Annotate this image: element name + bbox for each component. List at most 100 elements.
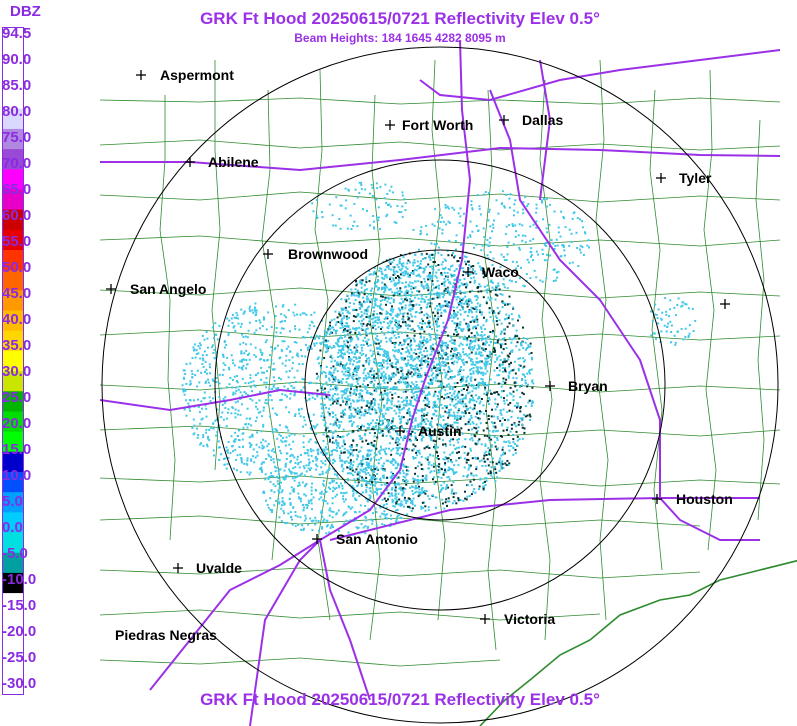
echo-pixel — [319, 365, 322, 367]
echo-pixel — [454, 375, 456, 378]
echo-pixel — [415, 454, 418, 457]
echo-pixel — [343, 343, 346, 346]
echo-pixel — [366, 427, 369, 430]
echo-pixel — [428, 334, 431, 337]
echo-pixel — [257, 411, 260, 414]
echo-pixel — [371, 377, 373, 380]
echo-pixel — [394, 520, 397, 523]
echo-pixel — [461, 400, 464, 403]
echo-pixel — [453, 414, 456, 417]
echo-pixel — [489, 290, 492, 293]
echo-pixel — [264, 440, 267, 443]
echo-pixel — [280, 439, 283, 442]
echo-pixel — [356, 412, 359, 415]
echo-pixel — [507, 376, 510, 379]
echo-pixel — [472, 366, 475, 369]
echo-pixel — [510, 393, 513, 396]
echo-pixel — [380, 270, 383, 273]
echo-pixel — [377, 382, 380, 385]
echo-pixel — [445, 498, 448, 501]
echo-pixel — [493, 312, 496, 314]
echo-pixel — [416, 368, 419, 371]
echo-pixel — [410, 344, 413, 346]
echo-pixel — [400, 376, 403, 379]
echo-pixel — [215, 418, 218, 421]
echo-pixel — [258, 446, 261, 449]
echo-pixel — [477, 384, 480, 387]
echo-pixel — [366, 422, 369, 425]
echo-pixel — [432, 465, 435, 468]
echo-pixel — [408, 505, 411, 508]
echo-pixel — [356, 327, 359, 330]
echo-pixel — [444, 309, 447, 312]
echo-pixel — [487, 418, 490, 421]
echo-pixel — [428, 391, 431, 394]
echo-pixel — [510, 361, 512, 364]
echo-pixel — [383, 378, 386, 381]
echo-pixel — [397, 290, 400, 293]
echo-pixel — [437, 465, 440, 468]
echo-pixel — [378, 458, 381, 461]
echo-pixel — [485, 362, 488, 365]
echo-pixel — [494, 445, 497, 448]
echo-pixel — [326, 384, 329, 386]
echo-pixel — [395, 321, 398, 324]
echo-pixel — [385, 276, 388, 279]
echo-pixel — [432, 261, 435, 263]
echo-pixel — [426, 306, 429, 309]
echo-pixel — [440, 282, 443, 285]
echo-pixel — [464, 412, 467, 415]
echo-pixel — [432, 311, 435, 314]
echo-pixel — [488, 350, 491, 353]
echo-pixel — [291, 367, 294, 370]
echo-pixel — [438, 469, 441, 472]
echo-pixel — [423, 301, 426, 304]
echo-pixel — [266, 402, 269, 405]
echo-pixel — [367, 426, 370, 429]
echo-pixel — [448, 439, 451, 442]
echo-pixel — [478, 397, 481, 399]
echo-pixel — [420, 507, 423, 510]
echo-pixel — [439, 344, 442, 347]
echo-pixel — [423, 267, 426, 270]
echo-pixel — [408, 412, 411, 415]
echo-pixel — [389, 288, 392, 291]
echo-pixel — [189, 382, 192, 385]
echo-pixel — [475, 327, 478, 330]
echo-pixel — [484, 357, 487, 360]
echo-pixel — [303, 506, 305, 509]
echo-pixel — [270, 459, 273, 462]
echo-pixel — [303, 419, 306, 422]
echo-pixel — [405, 377, 407, 380]
echo-pixel — [368, 401, 371, 404]
legend-tick-label: 80.0 — [2, 103, 32, 120]
echo-pixel — [478, 395, 481, 398]
echo-pixel — [281, 362, 284, 365]
echo-pixel — [427, 289, 430, 292]
legend-color-cell — [3, 633, 23, 655]
echo-pixel — [393, 293, 396, 295]
echo-pixel — [452, 411, 455, 414]
echo-pixel — [373, 272, 375, 275]
echo-pixel — [343, 367, 346, 370]
echo-pixel — [474, 394, 477, 397]
echo-pixel — [518, 314, 520, 317]
echo-pixel — [417, 465, 419, 468]
echo-pixel — [479, 422, 482, 425]
echo-pixel — [497, 312, 500, 315]
echo-pixel — [462, 475, 465, 478]
echo-pixel — [460, 282, 463, 285]
echo-pixel — [493, 369, 496, 372]
echo-pixel — [415, 380, 418, 383]
echo-pixel — [440, 347, 443, 350]
echo-pixel — [414, 268, 417, 271]
echo-pixel — [293, 376, 296, 379]
echo-pixel — [399, 287, 402, 290]
echo-pixel — [406, 386, 409, 388]
echo-pixel — [446, 457, 449, 460]
echo-pixel — [514, 385, 517, 388]
echo-pixel — [396, 293, 399, 296]
echo-pixel — [435, 271, 438, 274]
echo-pixel — [354, 329, 357, 332]
echo-pixel — [405, 381, 407, 384]
